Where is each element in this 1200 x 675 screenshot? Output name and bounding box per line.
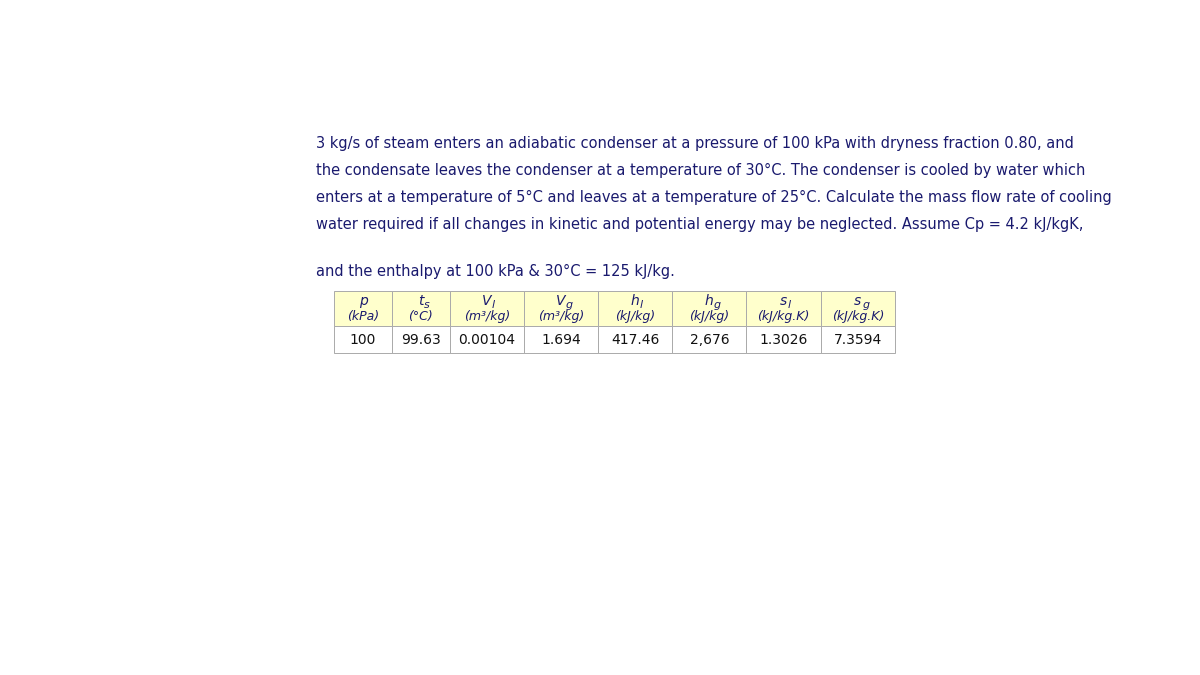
Text: 7.3594: 7.3594 xyxy=(834,333,882,346)
Text: (kJ/kg.K): (kJ/kg.K) xyxy=(757,310,810,323)
Bar xyxy=(821,291,895,326)
Text: 417.46: 417.46 xyxy=(611,333,659,346)
Text: h: h xyxy=(704,294,714,308)
Bar xyxy=(672,291,746,326)
Text: l: l xyxy=(640,300,643,310)
Text: (kJ/kg): (kJ/kg) xyxy=(689,310,730,323)
Bar xyxy=(672,326,746,353)
Text: p: p xyxy=(359,294,367,308)
Text: l: l xyxy=(491,300,494,310)
Text: 2,676: 2,676 xyxy=(690,333,730,346)
Text: 100: 100 xyxy=(350,333,376,346)
Bar xyxy=(746,326,821,353)
Bar xyxy=(392,326,450,353)
Text: s: s xyxy=(854,294,862,308)
Text: the condensate leaves the condenser at a temperature of 30°C. The condenser is c: the condensate leaves the condenser at a… xyxy=(316,163,1085,178)
Text: V: V xyxy=(482,294,492,308)
Text: (m³/kg): (m³/kg) xyxy=(463,310,510,323)
Text: l: l xyxy=(788,300,791,310)
Bar xyxy=(334,326,392,353)
Bar xyxy=(450,326,524,353)
Text: s: s xyxy=(424,300,430,310)
Text: 99.63: 99.63 xyxy=(401,333,440,346)
Bar xyxy=(392,291,450,326)
Text: g: g xyxy=(863,300,869,310)
Text: and the enthalpy at 100 kPa & 30°C = 125 kJ/kg.: and the enthalpy at 100 kPa & 30°C = 125… xyxy=(316,265,674,279)
Text: (kJ/kg): (kJ/kg) xyxy=(616,310,655,323)
Text: V: V xyxy=(556,294,565,308)
Bar xyxy=(598,326,672,353)
Text: (m³/kg): (m³/kg) xyxy=(538,310,584,323)
Text: enters at a temperature of 5°C and leaves at a temperature of 25°C. Calculate th: enters at a temperature of 5°C and leave… xyxy=(316,190,1111,205)
Bar xyxy=(524,291,598,326)
Text: 1.694: 1.694 xyxy=(541,333,581,346)
Bar xyxy=(598,291,672,326)
Text: g: g xyxy=(714,300,721,310)
Text: 1.3026: 1.3026 xyxy=(760,333,808,346)
Text: t: t xyxy=(418,294,424,308)
Bar xyxy=(524,326,598,353)
Bar xyxy=(334,291,392,326)
Text: 3 kg/s of steam enters an adiabatic condenser at a pressure of 100 kPa with dryn: 3 kg/s of steam enters an adiabatic cond… xyxy=(316,136,1074,151)
Text: (°C): (°C) xyxy=(408,310,433,323)
Bar xyxy=(746,291,821,326)
Text: water required if all changes in kinetic and potential energy may be neglected. : water required if all changes in kinetic… xyxy=(316,217,1082,232)
Bar xyxy=(450,291,524,326)
Text: 0.00104: 0.00104 xyxy=(458,333,515,346)
Text: (kPa): (kPa) xyxy=(347,310,379,323)
Text: h: h xyxy=(631,294,640,308)
Text: s: s xyxy=(780,294,787,308)
Bar xyxy=(821,326,895,353)
Text: g: g xyxy=(565,300,572,310)
Text: (kJ/kg.K): (kJ/kg.K) xyxy=(832,310,884,323)
